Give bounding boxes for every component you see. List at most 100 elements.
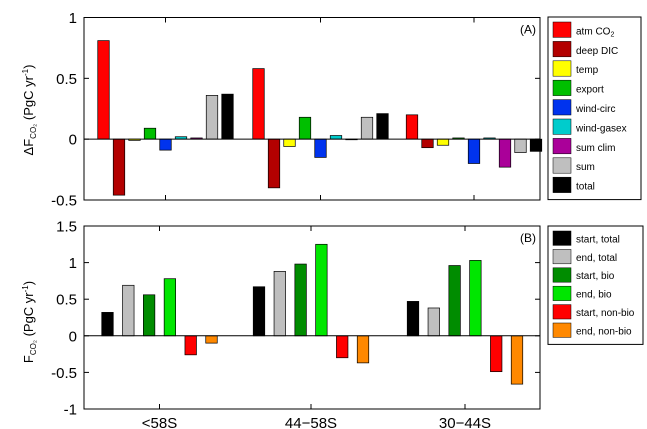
x-category-label-2: 30−44S <box>439 415 491 429</box>
a-legend-label-7: sum <box>576 162 595 173</box>
b-bar-3-2 <box>469 260 482 337</box>
b-ytick-label-0: -1 <box>64 402 77 419</box>
a-bar-7-1 <box>360 116 374 140</box>
a-bar-7-0 <box>205 95 219 140</box>
b-bar-1-2 <box>427 307 440 337</box>
panel-a-ylabel-unit: (PgC yr <box>21 75 36 123</box>
b-bar-0-1 <box>252 286 266 337</box>
panel-a-ylabel-main: ΔF <box>21 139 36 156</box>
panel-b: FCO₂ (PgC yr-1) -1 -0.5 0 0.5 1 1.5 (B) <58S 4… <box>21 219 541 429</box>
a-legend-label-6: sum clim <box>576 143 615 154</box>
a-bar-8-1 <box>376 113 389 140</box>
a-ytick-label-0: -0.5 <box>51 193 77 210</box>
panel-b-label: (B) <box>520 231 536 245</box>
b-legend-label-0: start, total <box>576 234 620 245</box>
a-bar-4-2 <box>467 138 481 164</box>
a-legend-swatch-6 <box>552 138 572 155</box>
b-bar-4-1 <box>336 335 349 359</box>
panel-a-ylabel-sub: CO₂ <box>29 124 38 139</box>
b-ytick-label-3: 0.5 <box>56 292 77 309</box>
a-bar-1-1 <box>267 138 281 189</box>
b-bar-5-0 <box>205 335 218 344</box>
panel-b-ylabel-close: ) <box>21 281 36 285</box>
b-bar-2-1 <box>294 263 307 337</box>
b-legend-swatch-5 <box>552 322 572 338</box>
b-legend-swatch-2 <box>552 267 572 283</box>
panel-a-ylabel-close: ) <box>21 65 36 69</box>
a-legend-swatch-5 <box>552 118 572 135</box>
a-bar-8-0 <box>221 93 234 140</box>
b-bar-4-0 <box>184 335 197 356</box>
panel-b-ylabel-sub: CO₂ <box>29 340 38 355</box>
a-legend-label-4: wind-circ <box>575 104 615 115</box>
a-bar-6-2 <box>498 138 512 168</box>
b-bar-0-2 <box>406 301 420 337</box>
a-bar-0-1 <box>252 68 265 140</box>
a-legend-swatch-8 <box>552 176 572 193</box>
a-legend-swatch-1 <box>552 41 572 58</box>
b-legend-label-5: end, non-bio <box>576 326 632 337</box>
b-legend-swatch-3 <box>552 285 572 301</box>
a-legend-label-2: temp <box>576 65 599 76</box>
panel-b-ylabel-main: F <box>21 355 36 363</box>
legend-b: start, total end, total start, bio end, bio… <box>547 225 644 345</box>
panel-a-ylabel-sup: -1 <box>21 68 30 76</box>
a-ytick-label-1: 0 <box>69 132 77 149</box>
panel-b-frame <box>83 225 541 410</box>
a-bar-3-1 <box>298 116 312 140</box>
b-ytick-label-2: 0 <box>69 328 77 345</box>
b-bar-2-0 <box>143 294 156 337</box>
a-legend-swatch-4 <box>552 99 572 116</box>
panel-b-ylabel-unit: (PgC yr <box>21 292 36 340</box>
x-category-label-1: 44−58S <box>285 415 337 429</box>
a-bar-2-1 <box>283 138 296 147</box>
a-bar-1-0 <box>112 138 126 196</box>
panel-a-ylabel: ΔFCO₂ (PgC yr-1) <box>21 65 38 156</box>
b-ytick-label-5: 1.5 <box>56 219 77 236</box>
b-bar-2-2 <box>448 265 461 337</box>
panel-b-ylabel: FCO₂ (PgC yr-1) <box>21 281 38 363</box>
b-legend-label-3: end, bio <box>576 290 612 301</box>
a-ytick-label-3: 1 <box>69 10 77 27</box>
a-bar-1-2 <box>421 138 434 149</box>
b-legend-label-4: start, non-bio <box>576 308 635 319</box>
b-ytick-label-1: -0.5 <box>51 365 77 382</box>
panel-a-frame <box>83 17 541 201</box>
a-legend-label-0: atm CO2 <box>576 26 614 38</box>
b-legend-label-2: start, bio <box>576 271 615 282</box>
b-bar-5-2 <box>510 335 524 385</box>
panel-a: ΔFCO₂ (PgC yr-1) -0.5 0 0.5 1 (A) <box>21 10 543 210</box>
panel-b-axis-ticks: -1 -0.5 0 0.5 1 1.5 <box>51 219 540 419</box>
b-bar-0-0 <box>101 312 114 337</box>
b-ytick-label-4: 1 <box>69 255 77 272</box>
a-legend-swatch-2 <box>552 60 572 77</box>
a-legend-swatch-7 <box>552 157 572 174</box>
panel-b-bars <box>101 243 524 385</box>
a-bar-5-1 <box>329 135 343 140</box>
a-bar-2-2 <box>436 138 450 146</box>
panel-a-bars <box>97 40 543 196</box>
b-bar-1-0 <box>122 284 135 337</box>
panel-a-label: (A) <box>520 23 536 37</box>
b-bar-5-1 <box>356 335 370 364</box>
b-bar-1-1 <box>273 271 286 337</box>
a-legend-swatch-0 <box>552 21 572 38</box>
b-bar-4-2 <box>490 335 503 373</box>
a-bar-0-2 <box>405 114 419 140</box>
a-legend-label-sub-0: 2 <box>610 31 614 38</box>
a-legend-label-1: deep DIC <box>576 46 618 57</box>
b-bar-3-0 <box>163 278 176 337</box>
a-legend-label-5: wind-gasex <box>575 123 627 134</box>
a-ytick-label-2: 0.5 <box>56 71 77 88</box>
legend-a: atm CO2 deep DIC temp export wind-circ wind-g… <box>547 16 642 201</box>
a-legend-label-3: export <box>576 85 604 96</box>
b-legend-swatch-1 <box>552 249 572 265</box>
b-legend-swatch-4 <box>552 304 572 320</box>
a-bar-4-1 <box>314 138 327 158</box>
x-category-labels: <58S 44−58S 30−44S <box>142 415 491 429</box>
a-legend-swatch-3 <box>552 79 572 96</box>
a-legend-label-8: total <box>576 182 595 193</box>
a-bar-4-0 <box>159 138 172 151</box>
x-category-label-0: <58S <box>142 415 177 429</box>
